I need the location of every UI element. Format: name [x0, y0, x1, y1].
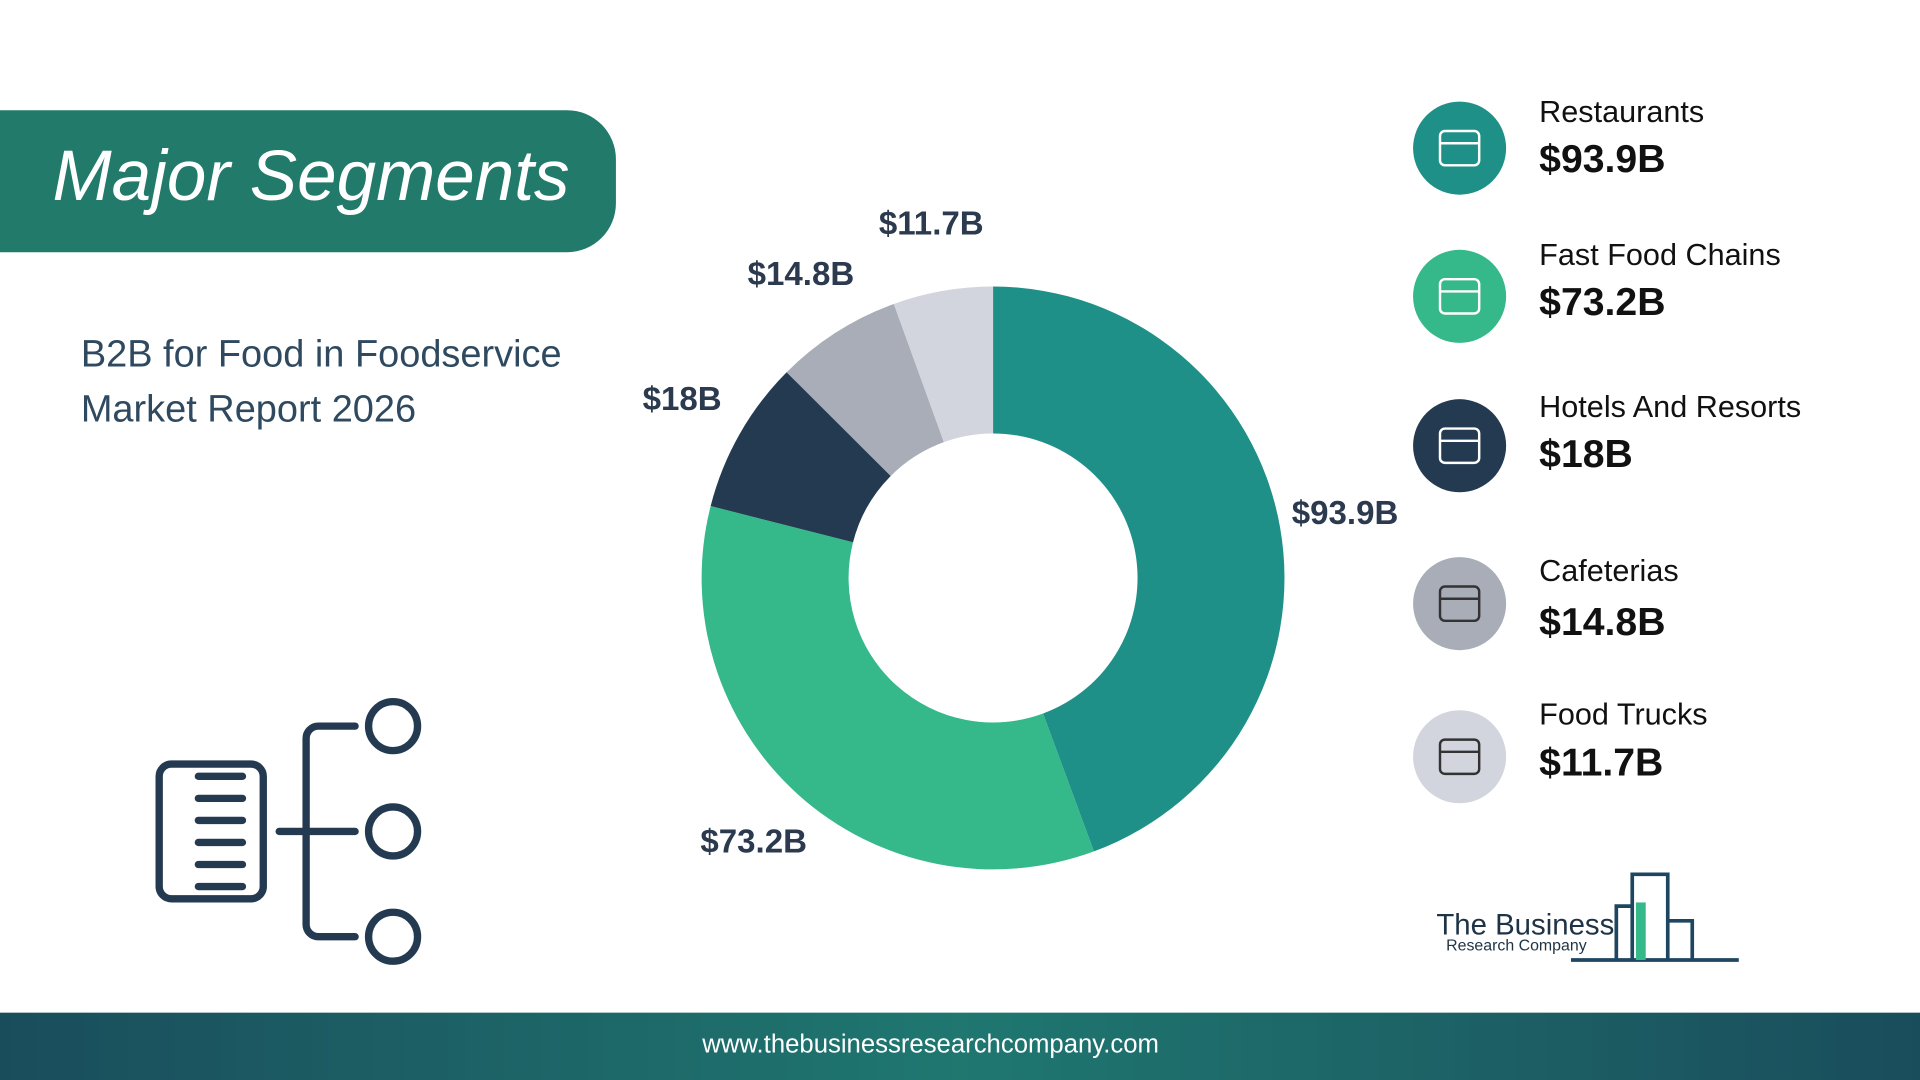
legend-name: Restaurants: [1539, 95, 1704, 129]
legend-name: Cafeterias: [1539, 554, 1679, 588]
legend-value: $73.2B: [1539, 281, 1665, 324]
icon-glyph: [1438, 277, 1481, 315]
title-banner: [0, 110, 616, 253]
legend-icon: [1413, 710, 1507, 804]
logo-text: The Business: [1436, 909, 1614, 942]
list-icon: [155, 697, 422, 965]
legend-item: Hotels And Resorts $18B: [1413, 390, 1801, 493]
legend-name: Fast Food Chains: [1539, 238, 1781, 272]
legend-value: $14.8B: [1539, 601, 1665, 644]
icon-glyph: [1438, 738, 1481, 776]
legend-item: Cafeterias $14.8B: [1413, 554, 1679, 651]
donut-segment: [701, 506, 1094, 870]
donut-segment: [993, 286, 1285, 852]
subtitle: Market Report 2026: [81, 388, 416, 430]
legend-icon: [1413, 399, 1507, 493]
logo-subtext: Research Company: [1446, 938, 1587, 955]
logo: The Business Research Company: [1436, 872, 1739, 962]
legend-value: $93.9B: [1539, 138, 1665, 181]
legend-item: Restaurants $93.9B: [1413, 95, 1704, 195]
donut-segment: [893, 286, 994, 443]
icon-glyph: [1438, 129, 1481, 167]
icon-glyph: [1438, 427, 1481, 465]
legend-item: Fast Food Chains $73.2B: [1413, 238, 1781, 343]
data-label: $73.2B: [700, 823, 807, 860]
legend-icon: [1413, 249, 1507, 343]
donut-segment: [710, 372, 891, 543]
footer-url: www.thebusinessresearchcompany.com: [701, 1031, 1159, 1059]
footer-bar: [0, 1012, 1920, 1080]
data-label: $11.7B: [879, 206, 984, 243]
chart-title: Major Segments: [52, 137, 569, 216]
legend-item: Food Trucks $11.7B: [1413, 697, 1708, 804]
icon-glyph: [1438, 585, 1481, 623]
legend-name: Food Trucks: [1539, 697, 1707, 731]
data-label: $93.9B: [1292, 495, 1399, 532]
donut-segment: [786, 303, 944, 476]
legend-icon: [1413, 557, 1507, 651]
legend-name: Hotels And Resorts: [1539, 390, 1801, 424]
legend-value: $18B: [1539, 433, 1633, 476]
legend-value: $11.7B: [1539, 742, 1663, 785]
subtitle: B2B for Food in Foodservice: [81, 333, 562, 375]
data-label: $14.8B: [748, 256, 855, 293]
legend-icon: [1413, 101, 1507, 195]
data-label: $18B: [643, 381, 722, 418]
